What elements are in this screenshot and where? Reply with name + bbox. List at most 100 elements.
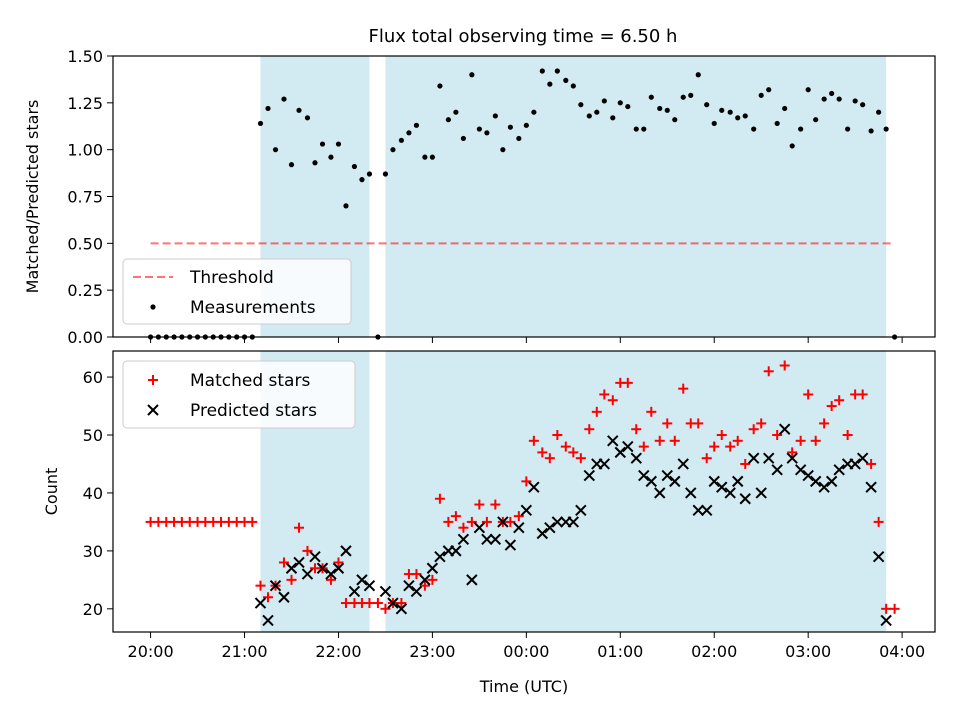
predicted-star-point-b [732, 475, 744, 488]
predicted-star-point-b [583, 469, 595, 482]
matched-star-point [568, 447, 579, 458]
predicted-star-point-b [387, 597, 399, 609]
matched-star-point [763, 366, 774, 377]
predicted-star-point-b [833, 464, 845, 476]
measurement-point [265, 105, 271, 112]
predicted-star-point [301, 568, 314, 580]
predicted-star-point-b [622, 440, 634, 453]
predicted-star-point-b [661, 469, 673, 482]
matched-star-point [278, 557, 289, 568]
measurement-point [516, 135, 522, 142]
predicted-star-point-b [567, 516, 580, 528]
predicted-star-point [536, 527, 549, 540]
matched-star-point [537, 447, 548, 458]
predicted-star-point-b [254, 597, 267, 609]
matched-star-point [889, 603, 900, 614]
matched-star-point [748, 424, 759, 435]
matched-star-point [481, 516, 492, 527]
count-ytick-label: 20 [83, 600, 103, 619]
matched-star-point [709, 441, 720, 452]
ratio-ytick-label: 0.50 [67, 234, 103, 253]
measurement-point [672, 117, 678, 123]
ratio-legend-box [122, 258, 352, 325]
predicted-star-point-b [497, 516, 509, 528]
predicted-star-point-b [379, 585, 392, 598]
matched-star-point [631, 424, 642, 435]
predicted-star-point-b [520, 504, 533, 517]
legend-predicted-label: Predicted stars [190, 401, 317, 421]
predicted-star-point-b [356, 574, 368, 586]
predicted-star-point [708, 475, 720, 488]
predicted-star-point [489, 533, 502, 546]
predicted-star-point [669, 475, 681, 488]
matched-star-point [364, 598, 375, 609]
predicted-star-point [739, 493, 751, 505]
matched-star-point [622, 377, 633, 388]
predicted-star-point-b [809, 475, 822, 488]
predicted-star-point [607, 435, 619, 447]
predicted-star-point-b [755, 487, 767, 499]
matched-star-point [584, 424, 595, 435]
matched-star-point [591, 406, 602, 417]
predicted-star-point [786, 452, 798, 464]
predicted-star-point-b [739, 493, 751, 505]
matched-star-point [560, 441, 571, 452]
matched-star-point [787, 447, 798, 458]
predicted-star-point [332, 562, 345, 574]
predicted-star-point [865, 481, 877, 493]
predicted-star-point [356, 574, 368, 586]
matched-star-point [772, 430, 783, 441]
legend-predicted-swatch [147, 404, 159, 416]
measurement-point [382, 171, 389, 177]
measurement-point [601, 98, 607, 104]
count-observing-window-1 [385, 351, 887, 632]
legend-measurement-swatch [150, 304, 156, 310]
predicted-star-point-b [669, 475, 681, 488]
matched-star-point [842, 430, 853, 441]
ratio-ytick-label: 0.00 [67, 328, 103, 347]
predicted-star-point-b [614, 446, 626, 459]
predicted-star-point [677, 458, 689, 470]
ratio-legend: Threshold Measurements [122, 258, 352, 325]
predicted-star-point [450, 545, 462, 557]
matched-star-point [857, 389, 868, 400]
predicted-star-point-b [489, 533, 502, 546]
predicted-star-point-b [763, 452, 775, 464]
measurement-point [281, 96, 287, 102]
predicted-star-point [387, 597, 399, 609]
predicted-star-point [747, 452, 760, 464]
measurement-point [578, 102, 584, 108]
measurement-point [413, 122, 420, 128]
measurement-point [625, 103, 631, 110]
measurement-point [845, 126, 851, 132]
predicted-star-point [583, 469, 595, 482]
matched-star-point [294, 522, 305, 533]
predicted-star-point-b [880, 614, 892, 627]
count-xtick-label: 02:00 [691, 642, 737, 661]
measurement-point [257, 120, 264, 127]
matched-star-point [779, 360, 790, 371]
matched-star-point [678, 383, 689, 394]
predicted-star-point-b [419, 574, 431, 586]
count-xtick-label: 21:00 [221, 642, 267, 661]
measurement-point [680, 94, 686, 100]
predicted-star-point [497, 516, 509, 528]
count-legend: Matched stars Predicted stars [122, 360, 356, 429]
count-xlabel: Time (UTC) [479, 677, 568, 696]
predicted-star-point [771, 464, 783, 476]
matched-star-point [826, 401, 837, 412]
predicted-star-point [661, 469, 673, 482]
predicted-star-point [856, 452, 869, 464]
matched-star-point [325, 574, 336, 585]
predicted-star-point-b [536, 527, 549, 540]
predicted-star-point [426, 562, 439, 574]
predicted-star-point [254, 597, 267, 609]
predicted-star-point [645, 475, 657, 488]
count-xtick-label: 20:00 [128, 642, 174, 661]
measurement-point [758, 92, 764, 98]
matched-star-point [247, 516, 258, 527]
predicted-star-point [872, 550, 885, 563]
matched-star-point [286, 574, 297, 585]
predicted-star-point [340, 545, 352, 557]
